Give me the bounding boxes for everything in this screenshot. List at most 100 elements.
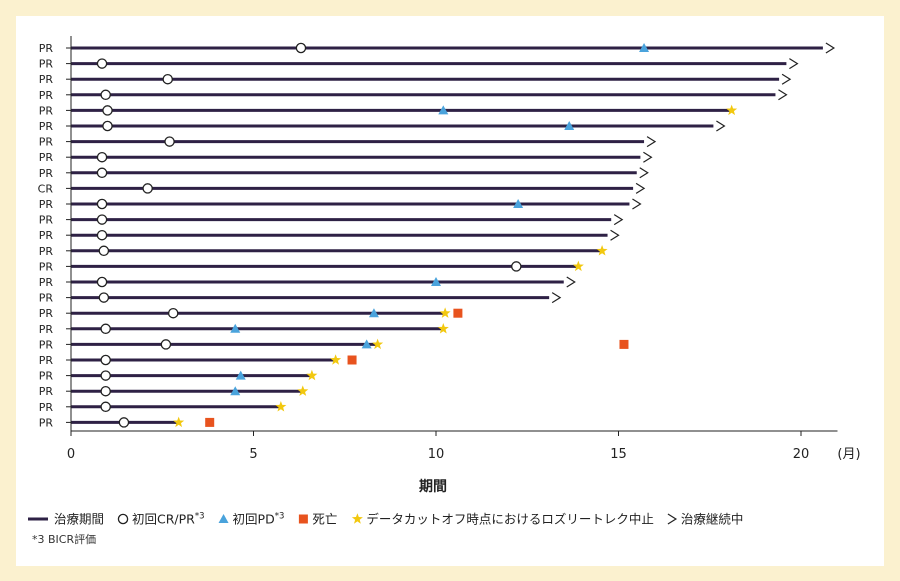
response-marker [100,354,111,366]
death-marker [347,355,357,365]
x-tick-label: 10 [428,447,445,462]
x-axis-unit: (月) [837,447,860,462]
discontinuation-marker [275,401,287,412]
pd-marker [513,199,524,208]
legend-circle-symbol [117,513,129,525]
patient-row: PR [39,354,357,367]
response-marker [100,323,111,335]
row-label: PR [39,245,54,258]
patient-row: PR [39,276,576,289]
response-marker [162,73,173,85]
ongoing-marker [643,151,653,163]
ongoing-marker [632,198,642,210]
patient-row: PR [39,120,726,133]
response-marker [102,105,113,116]
patient-row: PR [39,42,836,55]
legend-item: 治療継続中 [667,512,744,527]
patient-row: PR [39,73,792,86]
response-marker [511,261,522,272]
patient-row: PR [39,136,657,149]
pd-marker [368,308,379,318]
response-marker [142,183,153,194]
response-marker [100,385,111,397]
ongoing-marker [639,167,649,179]
row-label: PR [39,354,54,367]
legend-item: 死亡 [298,512,337,527]
ongoing-marker [716,120,726,132]
response-marker [96,198,108,210]
response-marker [96,276,108,288]
pd-marker [438,105,449,115]
legend-item: データカットオフ時点におけるロズリートレク中止 [351,512,654,527]
discontinuation-marker [306,369,318,381]
legend-square-symbol [298,514,308,524]
ongoing-marker [778,89,788,101]
response-marker [118,417,130,428]
response-marker [167,307,179,319]
ongoing-marker [781,73,792,85]
patient-row: PR [39,370,318,383]
discontinuation-marker [330,354,342,365]
legend-triangle-symbol [218,514,229,523]
ongoing-marker [789,58,799,70]
legend-item: 初回PD*3 [218,512,284,527]
patient-row: PR [39,89,788,102]
ongoing-marker [635,182,646,194]
patient-row: PR [39,323,449,336]
pd-marker [431,277,441,286]
row-label: PR [39,292,54,305]
response-marker [102,120,113,132]
patient-row: PR [39,167,649,180]
row-label: PR [39,198,54,211]
row-label: PR [39,136,54,149]
legend-label: 死亡 [312,512,337,527]
row-label: PR [39,276,54,289]
patient-row: PR [39,214,624,227]
patient-row: PR [39,338,629,351]
discontinuation-marker [437,323,449,334]
discontinuation-marker [596,245,608,256]
response-marker [295,42,307,54]
patient-row: PR [39,245,608,258]
legend-label: 治療継続中 [681,512,744,527]
response-marker [100,89,111,101]
discontinuation-marker [372,338,384,350]
patient-row: PR [39,104,738,117]
discontinuation-marker [439,307,451,318]
ongoing-marker [610,229,620,241]
patient-row: PR [39,307,463,320]
legend-star-symbol [351,513,363,524]
patient-row: PR [39,229,620,242]
discontinuation-marker [173,416,185,428]
pd-marker [361,339,372,349]
row-label: PR [39,73,54,86]
patient-row: PR [39,260,584,273]
pd-marker [564,121,575,130]
ongoing-marker [825,42,836,54]
patient-row: PR [39,385,309,398]
legend-chevron-symbol [667,513,678,525]
death-marker [453,308,463,318]
ongoing-marker [613,214,624,226]
ongoing-marker [551,292,562,304]
ongoing-marker [566,276,576,288]
x-tick-label: 20 [793,447,810,462]
legend-item: 初回CR/PR*3 [117,512,205,527]
response-marker [96,214,108,225]
response-marker [160,339,172,350]
row-label: PR [39,260,54,273]
patient-row: PR [39,58,799,71]
response-marker [96,229,108,241]
patient-row: PR [39,198,642,211]
x-tick-label: 15 [610,447,627,462]
legend-item: 治療期間 [28,512,104,527]
row-label: PR [39,229,54,242]
response-marker [96,167,108,179]
footnote: *3 BICR評価 [32,533,97,546]
chart-panel: PR PR PR PR PR PR PR PR PR CR PR PR PR PR PR PR PR PR PR PR… [16,16,884,566]
response-marker [98,292,110,303]
legend-label: データカットオフ時点におけるロズリートレク中止 [366,512,654,527]
row-label: PR [39,58,54,71]
response-marker [100,370,111,381]
row-label: PR [39,307,54,320]
